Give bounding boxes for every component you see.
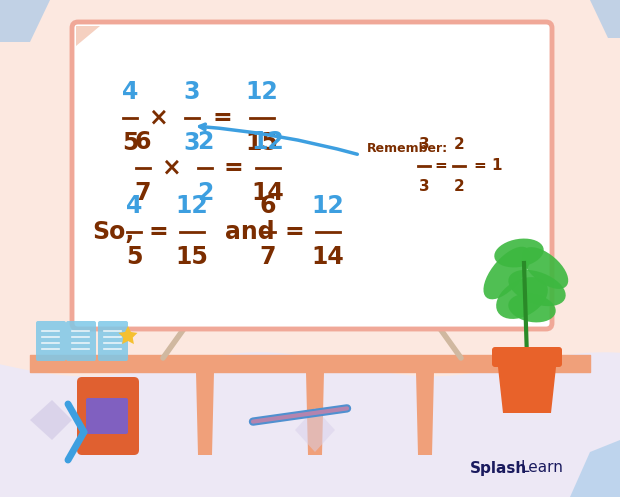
Text: Remember:: Remember: xyxy=(367,142,448,155)
Polygon shape xyxy=(496,277,548,319)
Text: Splash: Splash xyxy=(470,461,527,476)
Text: 4: 4 xyxy=(126,194,142,218)
Text: 2: 2 xyxy=(197,130,213,154)
Polygon shape xyxy=(497,358,557,413)
Text: 15: 15 xyxy=(246,131,278,155)
Text: 6: 6 xyxy=(135,130,151,154)
FancyBboxPatch shape xyxy=(98,321,128,361)
Text: =: = xyxy=(284,220,304,244)
Text: 6: 6 xyxy=(260,194,277,218)
FancyBboxPatch shape xyxy=(36,321,66,361)
Polygon shape xyxy=(570,440,620,497)
Text: =: = xyxy=(148,220,168,244)
FancyBboxPatch shape xyxy=(66,321,96,361)
FancyBboxPatch shape xyxy=(86,398,128,434)
Text: = 1: = 1 xyxy=(474,159,502,173)
Text: So,: So, xyxy=(92,220,135,244)
Polygon shape xyxy=(590,0,620,38)
Text: 14: 14 xyxy=(252,181,285,205)
FancyBboxPatch shape xyxy=(77,377,139,455)
FancyBboxPatch shape xyxy=(492,347,562,367)
Text: 3: 3 xyxy=(418,179,429,194)
Text: 12: 12 xyxy=(246,80,278,104)
Text: 3: 3 xyxy=(184,131,200,155)
Polygon shape xyxy=(522,247,568,289)
Text: 12: 12 xyxy=(312,194,344,218)
FancyBboxPatch shape xyxy=(72,22,552,329)
Text: 3: 3 xyxy=(184,80,200,104)
Text: 12: 12 xyxy=(175,194,208,218)
Polygon shape xyxy=(494,239,544,267)
Text: and: and xyxy=(225,220,275,244)
Text: ×: × xyxy=(148,106,168,130)
Polygon shape xyxy=(196,372,214,455)
Text: =: = xyxy=(212,106,232,130)
Text: 2: 2 xyxy=(197,181,213,205)
Text: 2: 2 xyxy=(454,137,464,152)
Polygon shape xyxy=(508,294,556,323)
Text: 2: 2 xyxy=(454,179,464,194)
Polygon shape xyxy=(118,326,138,344)
Text: 12: 12 xyxy=(252,130,285,154)
Text: 4: 4 xyxy=(122,80,138,104)
Text: =: = xyxy=(223,156,243,180)
Polygon shape xyxy=(295,408,335,452)
Polygon shape xyxy=(76,26,100,46)
Text: =: = xyxy=(435,159,448,173)
Text: 7: 7 xyxy=(135,181,151,205)
Text: ×: × xyxy=(161,156,181,180)
Polygon shape xyxy=(484,247,531,299)
Polygon shape xyxy=(30,400,72,440)
Polygon shape xyxy=(508,270,565,306)
Polygon shape xyxy=(0,0,50,42)
Text: 5: 5 xyxy=(122,131,138,155)
Text: Learn: Learn xyxy=(520,461,563,476)
Polygon shape xyxy=(416,372,434,455)
Text: 5: 5 xyxy=(126,245,142,269)
Text: 15: 15 xyxy=(175,245,208,269)
Text: 3: 3 xyxy=(418,137,429,152)
Text: 7: 7 xyxy=(260,245,277,269)
Polygon shape xyxy=(306,372,324,455)
Text: 14: 14 xyxy=(312,245,344,269)
